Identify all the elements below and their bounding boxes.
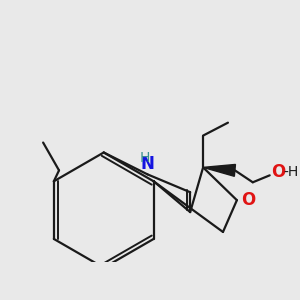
Text: -H: -H [283,165,298,179]
Text: O: O [271,164,285,181]
Text: O: O [242,191,256,209]
Text: N: N [140,155,154,173]
Polygon shape [203,164,236,176]
Text: H: H [139,151,150,165]
